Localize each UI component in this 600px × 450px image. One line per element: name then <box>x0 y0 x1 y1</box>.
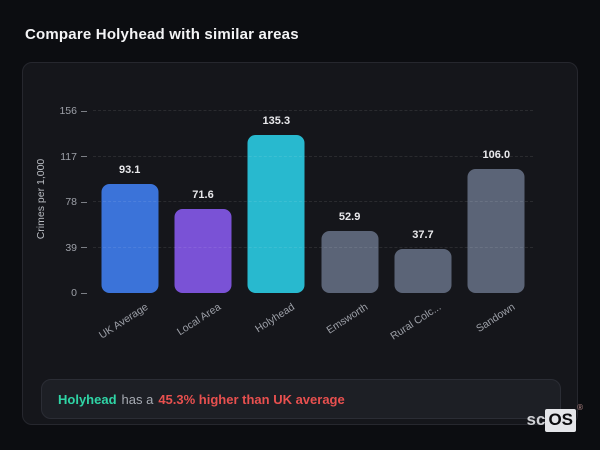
y-tick: 0 <box>71 287 87 299</box>
gridline <box>93 155 533 157</box>
bar-column-local-area: 71.6 <box>166 111 239 293</box>
x-tick-cell: Holyhead <box>240 293 313 355</box>
x-tick-cell: UK Average <box>93 293 166 355</box>
bar-value-label: 135.3 <box>262 115 291 128</box>
x-tick-label: Holyhead <box>253 301 297 336</box>
registered-trademark-icon: ® <box>577 402 583 412</box>
gridline <box>93 110 533 111</box>
bar-sandown <box>467 169 525 293</box>
bars-container: 93.1 71.6 135.3 52.9 37.7 106.0 <box>93 111 533 293</box>
bar-column-holyhead: 135.3 <box>240 111 313 293</box>
y-axis: 0 39 78 117 156 <box>23 105 87 299</box>
bar-local-area <box>174 209 232 293</box>
bar-holyhead <box>247 135 305 293</box>
bar-column-rural-colc: 37.7 <box>386 111 459 293</box>
bar-column-uk-average: 93.1 <box>93 111 166 293</box>
note-stat: 45.3% higher than UK average <box>158 391 345 407</box>
x-axis: UK Average Local Area Holyhead Emsworth Rura… <box>93 293 533 355</box>
bar-uk-average <box>101 184 159 293</box>
x-tick-cell: Local Area <box>166 293 239 355</box>
scos-logo: sc OS ® <box>526 403 583 433</box>
bar-rural-colc <box>394 249 452 293</box>
page-title: Compare Holyhead with similar areas <box>25 26 299 43</box>
chart-card: Crimes per 1,000 0 39 78 117 156 93.1 71.6 135… <box>22 62 578 425</box>
bar-emsworth <box>321 231 379 293</box>
comparison-note: Holyhead has a 45.3% higher than UK aver… <box>41 379 561 419</box>
bar-value-label: 71.6 <box>192 189 214 202</box>
x-tick-label: Local Area <box>175 301 224 339</box>
y-tick: 156 <box>59 105 87 117</box>
y-tick: 78 <box>65 196 87 208</box>
x-tick-label: Sandown <box>473 301 517 335</box>
bar-value-label: 52.9 <box>338 211 361 224</box>
x-tick-label: Rural Colc... <box>388 301 444 343</box>
gridline <box>93 246 533 248</box>
gridline <box>93 201 533 202</box>
plot-area: 93.1 71.6 135.3 52.9 37.7 106.0 <box>93 110 533 293</box>
x-tick-cell: Sandown <box>460 293 533 355</box>
y-tick: 39 <box>65 242 87 254</box>
x-tick-label: Emsworth <box>324 301 371 337</box>
bar-value-label: 37.7 <box>412 229 434 242</box>
note-connector: has a <box>121 391 154 407</box>
note-area-name: Holyhead <box>58 391 117 407</box>
logo-prefix-text: sc <box>526 410 546 429</box>
logo-box-text: OS ® <box>545 403 583 432</box>
bar-value-label: 106.0 <box>482 149 511 162</box>
bar-column-sandown: 106.0 <box>460 111 533 293</box>
x-tick-cell: Rural Colc... <box>386 293 459 355</box>
y-tick: 117 <box>60 151 87 163</box>
bar-column-emsworth: 52.9 <box>313 111 386 293</box>
x-tick-label: UK Average <box>96 301 151 342</box>
x-tick-cell: Emsworth <box>313 293 386 355</box>
bar-value-label: 93.1 <box>118 164 141 177</box>
